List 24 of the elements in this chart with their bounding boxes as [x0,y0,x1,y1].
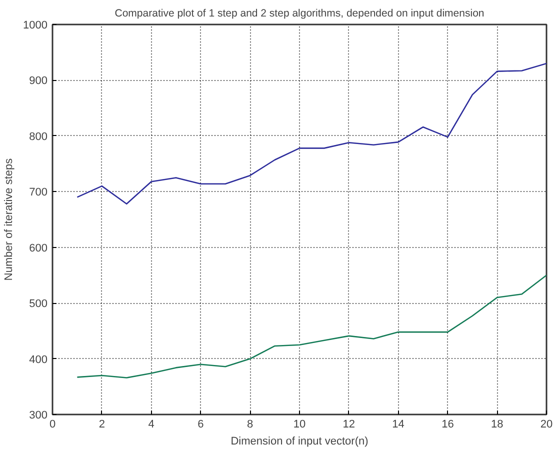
x-tick-label: 4 [148,418,154,430]
y-tick-label: 700 [29,186,48,199]
x-tick-label: 2 [98,418,105,430]
line-series [76,62,546,205]
y-tick-label: 300 [29,410,48,422]
y-tick-label: 400 [29,354,48,366]
y-tick-label: 1000 [23,20,48,32]
x-tick-label: 0 [49,418,56,430]
y-tick-label: 900 [29,75,48,88]
x-tick-label: 20 [540,418,553,430]
x-tick-label: 16 [442,418,454,430]
y-tick-label: 500 [29,298,48,310]
x-tick-label: 12 [342,418,356,430]
x-tick-label: 8 [247,418,254,430]
x-tick-label: 10 [293,418,306,430]
x-tick-label: 18 [490,418,504,430]
line-series [76,274,546,378]
x-tick-label: 6 [198,418,204,430]
chart-title: Comparative plot of 1 step and 2 step algorithms, depended on input dimension [114,8,484,20]
x-tick-label: 14 [392,418,404,430]
y-tick-label: 800 [29,130,48,143]
x-axis-title: Dimension of input vector(n) [230,436,368,448]
y-tick-label: 600 [29,242,48,254]
y-axis-title: Number of iterative steps [3,158,16,281]
